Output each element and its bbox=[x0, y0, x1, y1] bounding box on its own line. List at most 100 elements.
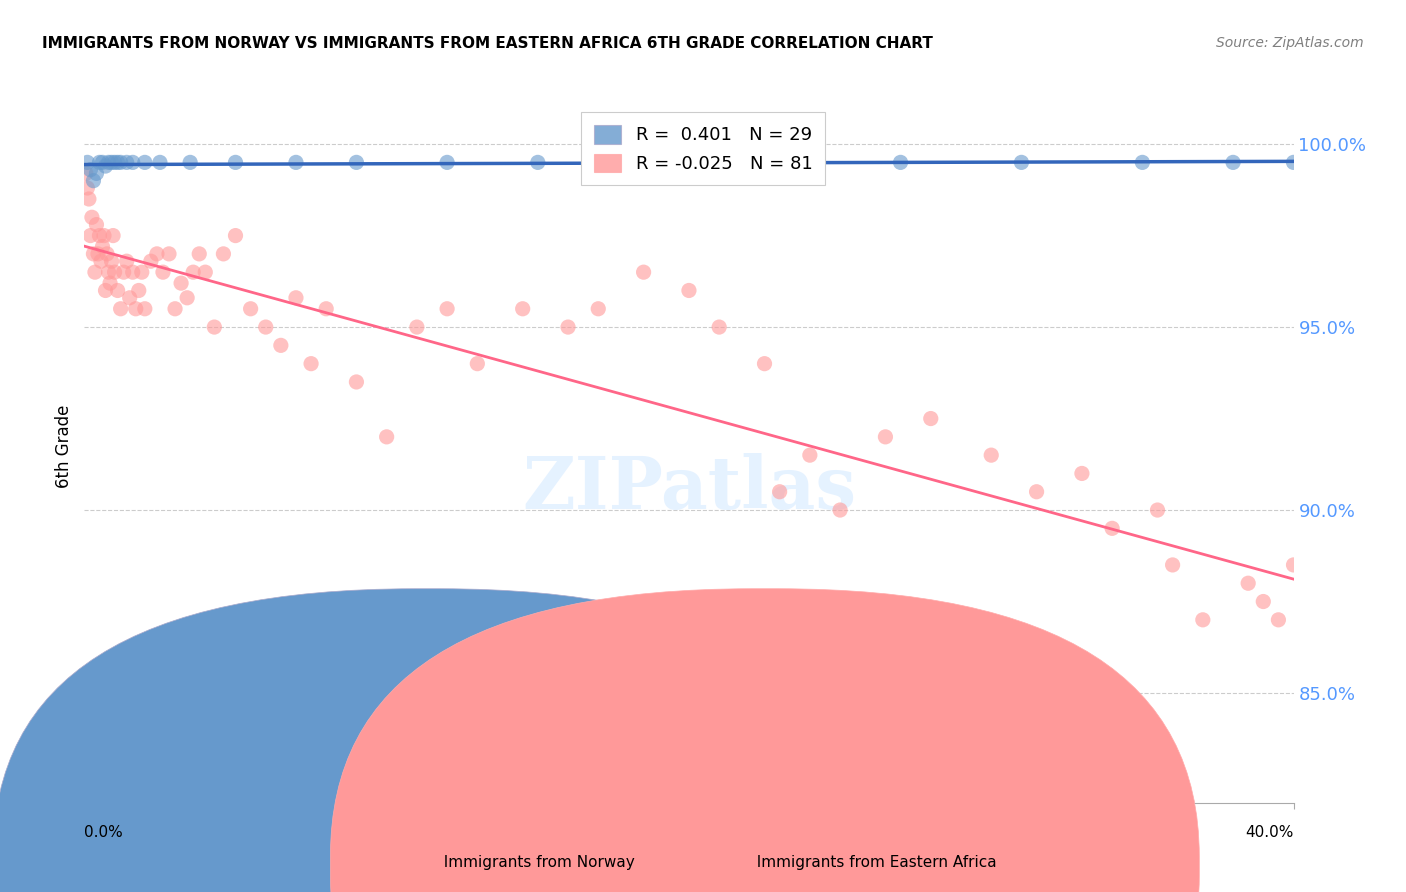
Point bbox=[82, 174, 104, 188]
Point bbox=[121, 265, 143, 279]
Point bbox=[79, 162, 101, 177]
Point bbox=[202, 320, 225, 334]
Point bbox=[1071, 467, 1094, 481]
Text: IMMIGRANTS FROM NORWAY VS IMMIGRANTS FROM EASTERN AFRICA 6TH GRADE CORRELATION C: IMMIGRANTS FROM NORWAY VS IMMIGRANTS FRO… bbox=[42, 36, 934, 51]
Point bbox=[101, 228, 124, 243]
Point bbox=[1011, 155, 1033, 169]
Point bbox=[225, 155, 247, 169]
Point bbox=[1192, 613, 1215, 627]
Point bbox=[1161, 558, 1184, 572]
Point bbox=[315, 301, 337, 316]
Point bbox=[115, 155, 138, 169]
Point bbox=[179, 155, 201, 169]
Point bbox=[125, 301, 148, 316]
Point bbox=[1253, 594, 1275, 608]
Point bbox=[194, 265, 217, 279]
Text: Immigrants from Norway: Immigrants from Norway bbox=[434, 855, 634, 870]
Point bbox=[406, 320, 429, 334]
Point bbox=[84, 265, 107, 279]
Point bbox=[104, 155, 127, 169]
Point bbox=[1282, 558, 1305, 572]
Point bbox=[89, 228, 111, 243]
Point bbox=[100, 155, 122, 169]
Point bbox=[920, 411, 942, 425]
Point bbox=[98, 276, 121, 290]
Legend: R =  0.401   N = 29, R = -0.025   N = 81: R = 0.401 N = 29, R = -0.025 N = 81 bbox=[582, 112, 825, 186]
Point bbox=[557, 320, 579, 334]
Point bbox=[80, 211, 103, 225]
Point bbox=[91, 155, 114, 169]
Point bbox=[134, 301, 156, 316]
Point bbox=[96, 247, 118, 261]
Point bbox=[90, 254, 112, 268]
Point bbox=[149, 155, 172, 169]
Point bbox=[527, 155, 550, 169]
Point bbox=[82, 247, 104, 261]
Point bbox=[375, 430, 398, 444]
Point bbox=[93, 228, 115, 243]
Point bbox=[188, 247, 211, 261]
Point bbox=[107, 284, 129, 298]
Point bbox=[346, 375, 368, 389]
Point bbox=[512, 301, 534, 316]
Point bbox=[830, 503, 852, 517]
Point bbox=[648, 155, 671, 169]
Point bbox=[86, 166, 108, 180]
Point bbox=[115, 254, 138, 268]
Y-axis label: 6th Grade: 6th Grade bbox=[55, 404, 73, 488]
Point bbox=[97, 155, 120, 169]
Point bbox=[467, 357, 489, 371]
Point bbox=[254, 320, 277, 334]
Point bbox=[875, 430, 897, 444]
Point bbox=[170, 276, 193, 290]
Point bbox=[436, 155, 458, 169]
Point bbox=[709, 320, 731, 334]
Point bbox=[118, 291, 141, 305]
Point bbox=[176, 291, 198, 305]
Point bbox=[980, 448, 1002, 462]
Point bbox=[1132, 155, 1154, 169]
Point bbox=[1267, 613, 1289, 627]
Point bbox=[157, 247, 180, 261]
Point bbox=[1343, 649, 1365, 664]
Point bbox=[1282, 155, 1305, 169]
Point bbox=[588, 301, 610, 316]
Point bbox=[131, 265, 153, 279]
Point bbox=[94, 159, 117, 173]
Text: Immigrants from Eastern Africa: Immigrants from Eastern Africa bbox=[747, 855, 997, 870]
Point bbox=[890, 155, 912, 169]
Point bbox=[76, 155, 98, 169]
Point bbox=[270, 338, 292, 352]
Point bbox=[146, 247, 169, 261]
Point bbox=[89, 155, 111, 169]
Point bbox=[1101, 521, 1123, 535]
Point bbox=[633, 265, 655, 279]
Point bbox=[1222, 155, 1244, 169]
Point bbox=[110, 155, 132, 169]
Point bbox=[436, 301, 458, 316]
Point bbox=[285, 155, 308, 169]
Point bbox=[799, 448, 821, 462]
Text: 40.0%: 40.0% bbox=[1246, 825, 1294, 840]
Point bbox=[346, 155, 368, 169]
Point bbox=[77, 192, 100, 206]
Point bbox=[1025, 484, 1047, 499]
Text: 0.0%: 0.0% bbox=[84, 825, 124, 840]
Point bbox=[104, 265, 127, 279]
Point bbox=[107, 155, 129, 169]
Point bbox=[1374, 667, 1396, 681]
Text: ZIPatlas: ZIPatlas bbox=[522, 453, 856, 524]
Point bbox=[79, 228, 101, 243]
Point bbox=[128, 284, 150, 298]
Point bbox=[165, 301, 187, 316]
Point bbox=[285, 291, 308, 305]
Point bbox=[754, 357, 776, 371]
Point bbox=[152, 265, 174, 279]
Point bbox=[110, 301, 132, 316]
Text: Source: ZipAtlas.com: Source: ZipAtlas.com bbox=[1216, 36, 1364, 50]
Point bbox=[1237, 576, 1260, 591]
Point bbox=[134, 155, 156, 169]
Point bbox=[100, 254, 122, 268]
Point bbox=[769, 155, 792, 169]
Point bbox=[86, 218, 108, 232]
